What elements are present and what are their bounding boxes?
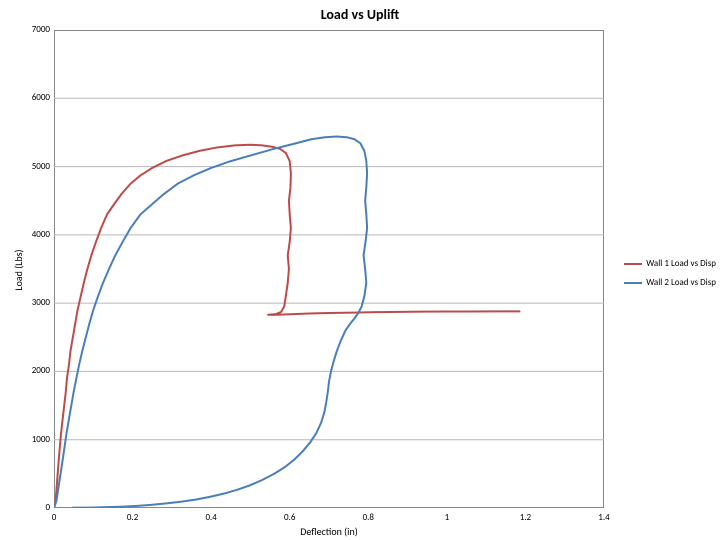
plot-svg [54,30,604,508]
legend-swatch [624,282,642,284]
y-tick-label: 6000 [22,92,50,103]
x-tick-label: 1.2 [510,512,540,523]
legend: Wall 1 Load vs Disp Wall 2 Load vs Disp [624,258,716,296]
legend-item: Wall 2 Load vs Disp [624,277,716,288]
x-tick-label: 0 [39,512,69,523]
legend-item: Wall 1 Load vs Disp [624,258,716,269]
legend-swatch [624,263,642,265]
y-tick-label: 7000 [22,24,50,35]
y-tick-label: 3000 [22,297,50,308]
x-tick-label: 1.4 [589,512,619,523]
x-tick-label: 0.4 [196,512,226,523]
y-tick-label: 4000 [22,229,50,240]
legend-label: Wall 2 Load vs Disp [646,277,716,288]
chart-container: Load vs Uplift Load (Lbs) Deflection (in… [0,0,720,540]
x-tick-label: 0.8 [353,512,383,523]
x-tick-label: 0.2 [118,512,148,523]
plot-area [54,30,604,508]
y-tick-label: 2000 [22,365,50,376]
y-axis-label: Load (Lbs) [12,249,25,290]
chart-title: Load vs Uplift [0,6,720,23]
x-tick-label: 0.6 [275,512,305,523]
x-axis-label: Deflection (in) [0,525,604,538]
x-tick-label: 1 [432,512,462,523]
legend-label: Wall 1 Load vs Disp [646,258,716,269]
y-tick-label: 5000 [22,161,50,172]
y-tick-label: 1000 [22,434,50,445]
